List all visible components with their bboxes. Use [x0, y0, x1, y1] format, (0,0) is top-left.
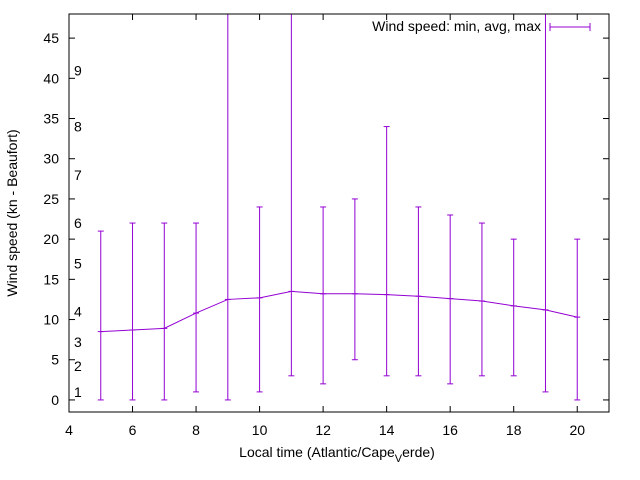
- x-tick-label: 12: [315, 422, 331, 438]
- x-axis-label-main: Local time (Atlantic/Cape: [239, 444, 395, 460]
- y-tick-label: 10: [43, 312, 59, 328]
- x-tick-label: 4: [65, 422, 73, 438]
- y-tick-label: 30: [43, 151, 59, 167]
- y-tick-label: 40: [43, 70, 59, 86]
- avg-series-line: [100, 290, 578, 333]
- x-tick-label: 6: [129, 422, 137, 438]
- x-axis-label-subscript: V: [395, 453, 403, 465]
- x-tick-label: 20: [569, 422, 585, 438]
- beaufort-scale: 1 2 3 4 5 6 7 8 9: [74, 62, 82, 400]
- beaufort-label: 3: [74, 334, 82, 350]
- x-axis: 4 6 8 10 12 14 16 18 20: [65, 14, 585, 438]
- x-tick-label: 16: [442, 422, 458, 438]
- y-tick-label: 35: [43, 111, 59, 127]
- y-tick-label: 45: [43, 30, 59, 46]
- beaufort-label: 9: [74, 62, 82, 78]
- x-tick-label: 8: [192, 422, 200, 438]
- x-axis-label: Local time (Atlantic/CapeVerde): [239, 444, 435, 465]
- legend-label: Wind speed: min, avg, max: [372, 18, 541, 34]
- legend: Wind speed: min, avg, max: [372, 18, 591, 34]
- beaufort-label: 1: [74, 384, 82, 400]
- y-tick-label: 20: [43, 231, 59, 247]
- x-axis-label-tail: erde): [402, 444, 435, 460]
- x-tick-label: 10: [252, 422, 268, 438]
- x-tick-label: 18: [506, 422, 522, 438]
- x-tick-label: 14: [379, 422, 395, 438]
- chart-marks: [97, 13, 581, 401]
- y-tick-label: 25: [43, 191, 59, 207]
- y-axis-label: Wind speed (kn - Beaufort): [4, 129, 20, 296]
- beaufort-label: 6: [74, 215, 82, 231]
- beaufort-label: 2: [74, 358, 82, 374]
- plot-frame: [68, 13, 610, 413]
- beaufort-label: 8: [74, 119, 82, 135]
- y-tick-label: 15: [43, 271, 59, 287]
- beaufort-label: 4: [74, 303, 82, 319]
- beaufort-label: 7: [74, 167, 82, 183]
- y-tick-label: 0: [51, 392, 59, 408]
- y-tick-label: 5: [51, 352, 59, 368]
- beaufort-label: 5: [74, 255, 82, 271]
